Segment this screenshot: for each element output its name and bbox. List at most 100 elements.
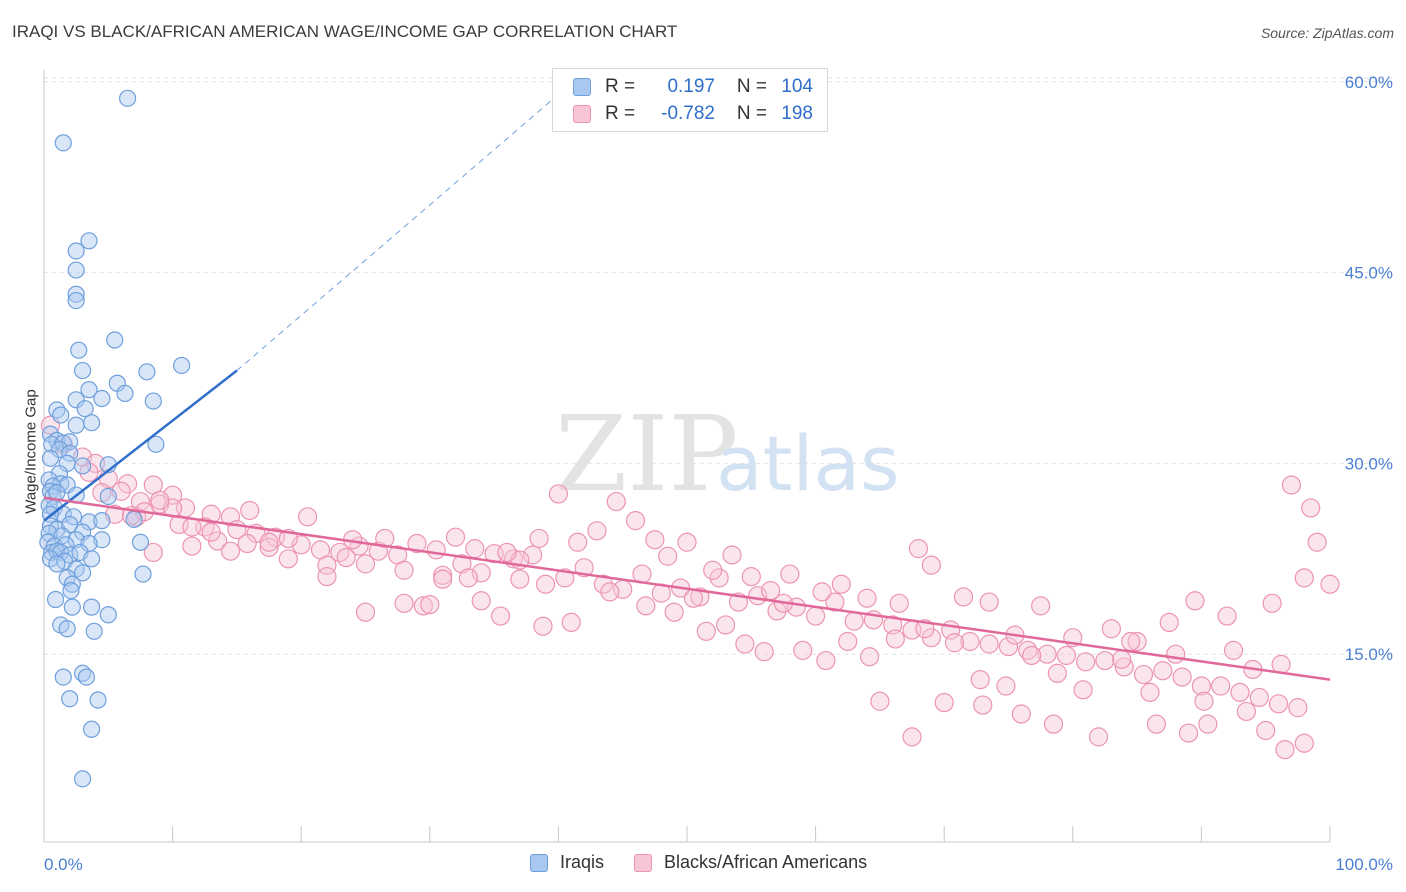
data-point-blacks [490, 606, 511, 626]
legend-label-blacks: Blacks/African Americans [664, 852, 868, 872]
n-label: N = [736, 76, 767, 97]
data-point-blacks [960, 631, 980, 652]
data-point-blacks [979, 634, 999, 654]
data-point-iraqis [80, 381, 98, 399]
tick-labels: 15.0% 30.0% 45.0% 60.0% 0.0% 100.0% [44, 73, 1393, 874]
iraqis-swatch [573, 78, 591, 96]
data-point-iraqis [99, 606, 117, 624]
data-point-blacks [1076, 652, 1096, 672]
data-point-blacks [889, 593, 909, 613]
data-point-iraqis [93, 389, 111, 408]
data-point-blacks [1127, 631, 1147, 652]
data-point-blacks [420, 594, 440, 615]
data-point-blacks [703, 560, 723, 580]
data-point-iraqis [73, 457, 92, 475]
data-point-iraqis [50, 440, 69, 459]
data-point-blacks [600, 582, 620, 602]
data-point-blacks [741, 567, 761, 587]
data-point-blacks [1294, 568, 1314, 588]
data-point-blacks [1281, 475, 1302, 495]
blacks-swatch [573, 105, 591, 123]
data-point-blacks [587, 521, 607, 541]
data-point-iraqis [85, 622, 103, 640]
data-point-blacks [885, 629, 905, 649]
data-point-blacks [1047, 663, 1067, 683]
data-point-blacks [1275, 739, 1295, 760]
data-point-blacks [1211, 676, 1231, 696]
data-point-blacks [1185, 591, 1205, 611]
data-point-blacks [636, 596, 656, 616]
data-point-iraqis [131, 533, 150, 551]
data-point-iraqis [40, 524, 58, 542]
data-point-iraqis [106, 331, 124, 349]
data-point-blacks [1037, 644, 1057, 664]
data-point-blacks [555, 568, 575, 588]
data-point-iraqis [173, 356, 191, 375]
watermark-zip: ZIP [555, 393, 738, 515]
data-point-blacks [1095, 650, 1115, 671]
trend-line-blacks [43, 496, 1331, 681]
data-point-blacks [1236, 701, 1257, 722]
data-point-iraqis [67, 531, 85, 549]
y-axis-label: Wage/Income Gap [22, 389, 40, 514]
data-point-iraqis [93, 512, 111, 530]
data-point-blacks [529, 528, 549, 549]
n-value: 198 [781, 103, 813, 124]
data-point-blacks [844, 611, 864, 631]
data-point-blacks [998, 636, 1019, 657]
y-tick-label: 30.0% [1345, 454, 1393, 473]
data-point-blacks [355, 602, 376, 622]
data-point-blacks [1101, 619, 1121, 639]
data-point-iraqis [134, 565, 152, 583]
data-point-iraqis [67, 416, 85, 434]
data-point-iraqis [61, 690, 79, 708]
data-point-iraqis [138, 363, 156, 381]
data-point-iraqis [118, 89, 137, 107]
data-point-iraqis [67, 285, 85, 303]
source-label: Source: ZipAtlas.com [1260, 25, 1394, 41]
data-point-blacks [934, 692, 954, 713]
data-point-iraqis [82, 720, 101, 738]
x-tick-label-max: 100.0% [1335, 855, 1393, 874]
data-point-blacks [375, 528, 395, 549]
data-point-iraqis [82, 598, 101, 616]
r-label: R = [605, 103, 636, 124]
data-point-blacks [973, 695, 993, 715]
data-point-blacks [394, 560, 414, 580]
watermark-atlas: atlas [716, 419, 900, 508]
data-point-blacks [1073, 680, 1093, 700]
data-point-blacks [870, 691, 890, 711]
stats-row-blacks: R = -0.782 N = 198 [553, 101, 827, 127]
data-point-blacks [220, 541, 241, 561]
data-point-blacks [1268, 694, 1289, 714]
data-point-blacks [996, 676, 1016, 696]
data-point-iraqis [73, 564, 92, 582]
data-point-iraqis [80, 513, 98, 531]
x-tick-label-min: 0.0% [44, 855, 83, 874]
data-point-blacks [452, 554, 472, 574]
data-point-iraqis [125, 510, 143, 528]
data-point-blacks [1043, 714, 1064, 734]
data-point-blacks [677, 532, 697, 552]
data-point-blacks [953, 587, 974, 607]
data-point-blacks [1166, 644, 1186, 664]
data-point-blacks [1112, 649, 1132, 669]
iraqis-legend-swatch [530, 853, 548, 872]
data-point-blacks [645, 530, 665, 550]
data-point-blacks [413, 596, 433, 616]
legend-item-iraqis[interactable]: Iraqis [530, 852, 604, 873]
data-point-blacks [780, 564, 800, 584]
data-point-blacks [1194, 691, 1214, 711]
series-blacks-points [40, 415, 1340, 760]
legend-item-blacks[interactable]: Blacks/African Americans [634, 852, 867, 873]
data-point-blacks [735, 634, 755, 654]
data-point-blacks [458, 568, 478, 588]
data-point-blacks [793, 640, 813, 660]
data-point-blacks [1159, 612, 1179, 633]
data-point-iraqis [73, 770, 92, 788]
data-point-iraqis [144, 392, 162, 410]
series-legend: Iraqis Blacks/African Americans [530, 852, 897, 873]
data-point-blacks [722, 545, 742, 565]
data-point-blacks [1121, 631, 1141, 652]
